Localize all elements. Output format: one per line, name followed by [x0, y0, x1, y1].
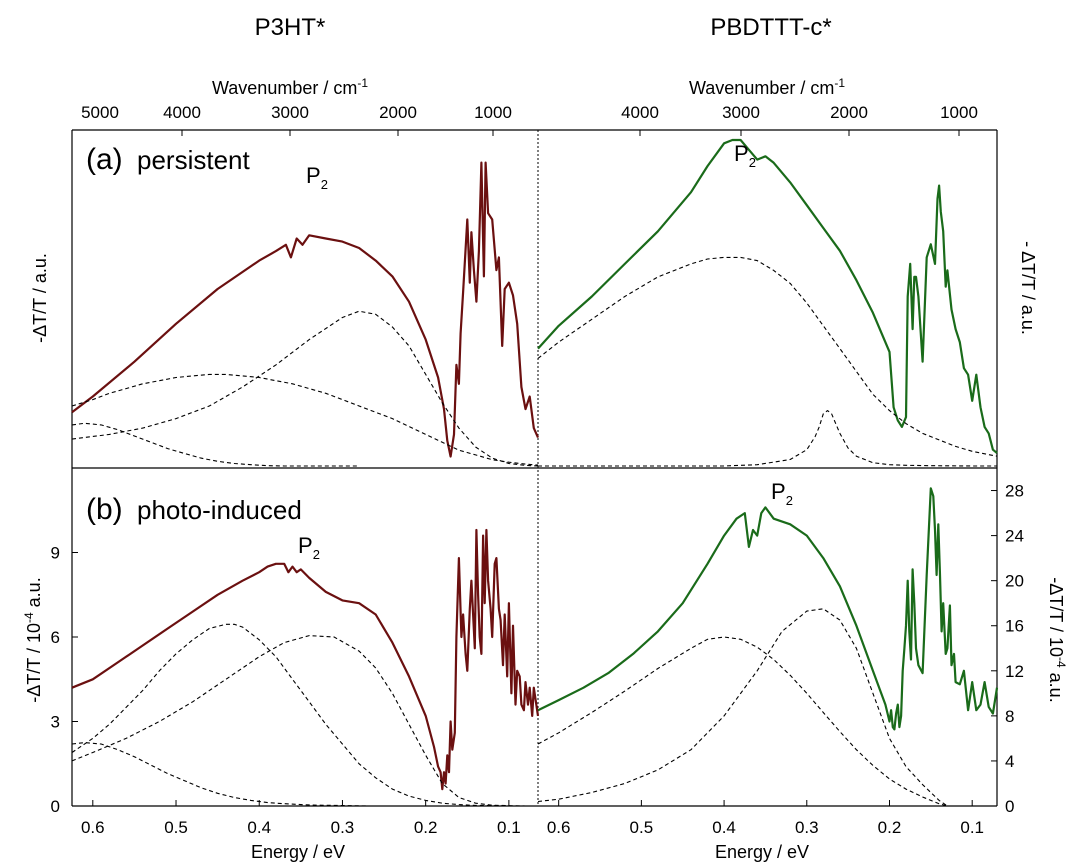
y-axis-label-b-left: -ΔT/T / 10-4 a.u.	[22, 577, 44, 702]
top-tick-label-a-left-1: 4000	[163, 103, 201, 122]
peak-label-a-right: P2	[734, 141, 756, 170]
fit-curve-a-right-1	[537, 256, 998, 457]
x-tick-label-b-left-0: 0.6	[81, 818, 105, 837]
x-tick-label-b-right-5: 0.1	[960, 818, 984, 837]
x-tick-label-b-right-0: 0.6	[547, 818, 571, 837]
y-tick-label-b-left-3: 9	[51, 544, 60, 563]
x-tick-label-b-left-4: 0.2	[414, 818, 438, 837]
x-tick-label-b-left-3: 0.3	[331, 818, 355, 837]
y-tick-label-b-right-4: 16	[1005, 617, 1024, 636]
x-tick-label-b-left-5: 0.1	[497, 818, 521, 837]
y-tick-label-b-left-2: 6	[51, 628, 60, 647]
top-tick-label-a-left-2: 3000	[271, 103, 309, 122]
fit-curve-a-left-3	[71, 422, 360, 467]
top-tick-label-a-right-1: 3000	[722, 103, 760, 122]
panel-a-label: (a)	[86, 143, 123, 176]
y-tick-label-b-right-2: 8	[1005, 707, 1014, 726]
y-tick-label-b-right-3: 12	[1005, 662, 1024, 681]
y-axis-label-b-right: -ΔT/T / 10-4 a.u.	[1046, 577, 1068, 702]
fit-curve-b-left-3	[71, 742, 538, 807]
panel-a-title: persistent	[137, 145, 250, 175]
y-tick-label-b-left-1: 3	[51, 713, 60, 732]
fit-curve-a-right-2	[538, 410, 997, 467]
fit-curve-b-right-2	[537, 608, 948, 807]
top-tick-label-a-right-3: 1000	[940, 103, 978, 122]
top-tick-label-a-right-0: 4000	[621, 103, 659, 122]
x-tick-label-b-left-1: 0.5	[164, 818, 188, 837]
x-tick-label-b-right-4: 0.2	[878, 818, 902, 837]
x-tick-label-b-right-3: 0.3	[795, 818, 819, 837]
y-tick-label-b-left-0: 0	[51, 797, 60, 816]
y-axis-label-a-left: -ΔT/T / a.u.	[30, 253, 50, 343]
y-tick-label-b-right-6: 24	[1005, 527, 1024, 546]
top-tick-label-a-left-4: 1000	[474, 103, 512, 122]
y-tick-label-b-right-0: 0	[1005, 797, 1014, 816]
panel-b-right: 0.6 0.5 0.4 0.3 0.2 0.1 0 4 8 12 16 20 24 28	[537, 482, 1024, 837]
bottom-axis-label-right: Energy / eV	[715, 842, 809, 862]
top-tick-label-a-right-2: 2000	[830, 103, 868, 122]
fit-curve-b-left-2	[71, 635, 538, 807]
peak-label-b-left: P2	[298, 533, 320, 562]
column-title-pbdttt: PBDTTT-c*	[710, 14, 832, 41]
measured-spectrum-a-right-0	[537, 138, 998, 454]
x-tick-label-b-left-2: 0.4	[247, 818, 271, 837]
fit-curve-a-left-2	[71, 310, 539, 467]
y-tick-label-b-right-7: 28	[1005, 482, 1024, 501]
fit-curve-b-right-1	[537, 636, 948, 807]
panel-b-left: 0.6 0.5 0.4 0.3 0.2 0.1 0 3 6 9	[51, 528, 540, 837]
top-axis-label-left: Wavenumber / cm-1	[212, 76, 368, 98]
panel-a-left: 5000 4000 3000 2000 1000	[71, 103, 540, 467]
top-tick-label-a-left-0: 5000	[81, 103, 119, 122]
panel-a-right: 4000 3000 2000 1000	[537, 103, 998, 467]
x-tick-label-b-right-2: 0.4	[712, 818, 736, 837]
bottom-axis-label-left: Energy / eV	[251, 842, 345, 862]
top-axis-label-right: Wavenumber / cm-1	[689, 76, 845, 98]
measured-spectrum-a-left-0	[71, 161, 540, 458]
top-tick-label-a-left-3: 2000	[379, 103, 417, 122]
panel-b-label: (b)	[86, 493, 123, 526]
y-axis-label-a-right: - ΔT/T / a.u.	[1018, 241, 1038, 335]
column-title-p3ht: P3HT*	[254, 14, 326, 41]
y-tick-label-b-right-1: 4	[1005, 752, 1014, 771]
peak-label-b-right: P2	[771, 479, 793, 508]
x-tick-label-b-right-1: 0.5	[630, 818, 654, 837]
measured-spectrum-b-left-0	[71, 528, 540, 791]
fit-curve-a-left-1	[71, 373, 539, 466]
panel-b-title: photo-induced	[137, 495, 302, 525]
y-tick-label-b-right-5: 20	[1005, 572, 1024, 591]
peak-label-a-left: P2	[306, 163, 328, 192]
measured-spectrum-b-right-0	[537, 487, 999, 731]
fit-curve-b-left-1	[71, 623, 538, 807]
